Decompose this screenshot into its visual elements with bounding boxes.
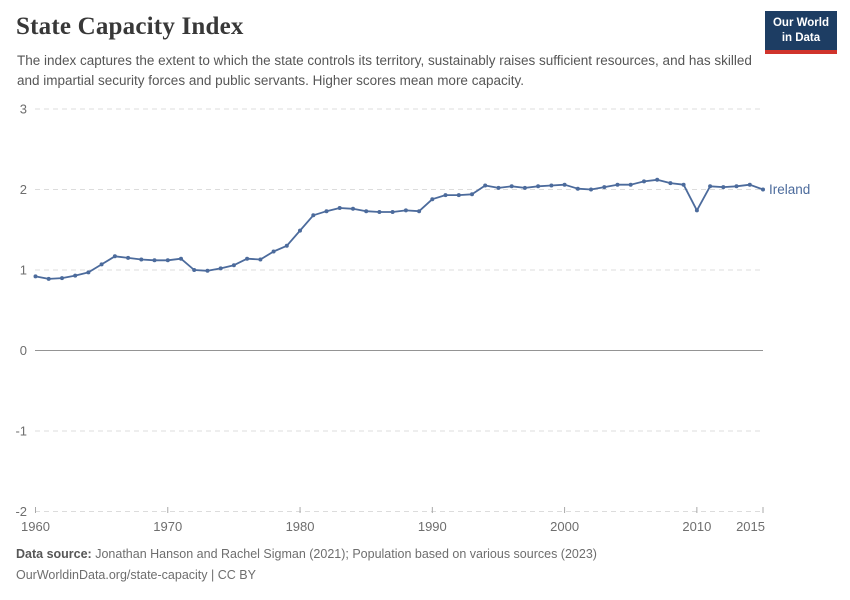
data-point[interactable] [351,206,355,211]
data-point[interactable] [126,255,131,260]
owid-logo[interactable]: Our World in Data [764,11,837,54]
data-point[interactable] [33,274,38,279]
data-point[interactable] [628,182,633,187]
data-point[interactable] [417,209,422,214]
data-point[interactable] [668,181,673,186]
data-point[interactable] [575,186,580,191]
owid-logo-line1: Our World [772,17,829,29]
data-source-text: Jonathan Hanson and Rachel Sigman (2021)… [95,547,597,561]
data-point[interactable] [324,209,329,214]
y-tick-label: -1 [15,424,27,439]
x-tick-label: 2010 [682,519,711,534]
data-point[interactable] [60,276,64,281]
data-point[interactable] [139,257,144,262]
data-point[interactable] [615,182,620,187]
data-point[interactable] [694,208,699,213]
canonical-url-link[interactable]: OurWorldinData.org/state-capacity [16,567,208,582]
chart-footer: Data source: Jonathan Hanson and Rachel … [16,544,597,585]
data-point[interactable] [642,179,646,184]
license-line: OurWorldinData.org/state-capacity | CC B… [16,565,597,586]
data-point[interactable] [655,177,660,182]
data-point[interactable] [46,276,51,281]
data-point[interactable] [364,209,369,214]
data-point[interactable] [86,270,91,275]
data-point[interactable] [284,243,289,248]
data-point[interactable] [747,182,752,187]
data-point[interactable] [496,185,501,190]
trend-line [34,178,764,280]
y-tick-label: -2 [15,504,27,519]
y-tick-label: 2 [20,182,27,197]
data-point[interactable] [298,228,302,233]
data-point[interactable] [509,184,514,189]
data-point[interactable] [73,273,78,278]
page-title: State Capacity Index [16,13,244,40]
series-end-label: Ireland [769,182,810,197]
data-point[interactable] [443,193,448,198]
data-point[interactable] [231,263,236,268]
data-point[interactable] [258,257,263,262]
data-point[interactable] [483,183,488,188]
data-point[interactable] [271,249,276,254]
x-tick-label: 1980 [286,519,315,534]
data-source-label: Data source: [16,547,92,561]
footer-separator: | [211,567,215,582]
data-point[interactable] [549,183,554,188]
data-point[interactable] [337,206,342,210]
data-point[interactable] [99,262,104,267]
data-point[interactable] [377,210,382,214]
data-point[interactable] [470,192,474,197]
data-point[interactable] [403,208,408,213]
data-point[interactable] [390,210,395,214]
license-link[interactable]: CC BY [217,567,256,582]
data-point[interactable] [522,185,527,190]
data-point[interactable] [456,193,461,198]
data-point[interactable] [536,184,541,189]
data-point[interactable] [681,182,686,187]
data-point[interactable] [734,184,739,189]
data-point[interactable] [708,184,713,189]
x-tick-label: 2000 [550,519,579,534]
x-tick-label: 1960 [21,519,50,534]
data-point[interactable] [562,182,567,187]
x-tick-label: 1990 [418,519,447,534]
y-tick-label: 1 [20,263,27,278]
chart-subtitle: The index captures the extent to which t… [17,53,752,89]
data-point[interactable] [245,256,250,261]
data-point[interactable] [192,268,197,272]
data-point[interactable] [165,258,170,263]
data-point[interactable] [112,254,117,259]
y-tick-label: 3 [20,102,27,117]
y-tick-label: 0 [20,343,27,358]
owid-logo-line2: in Data [781,31,821,44]
data-point[interactable] [179,256,183,261]
data-point[interactable] [721,185,726,190]
data-source-line: Data source: Jonathan Hanson and Rachel … [16,544,597,565]
data-point[interactable] [152,258,157,263]
data-point[interactable] [311,213,316,218]
data-point[interactable] [218,266,223,271]
data-point[interactable] [602,185,607,190]
x-tick-label: 2015 [736,519,765,534]
data-point[interactable] [205,268,210,273]
data-point[interactable] [589,187,593,192]
data-point[interactable] [430,197,435,202]
data-point[interactable] [761,187,765,192]
x-tick-label: 1970 [153,519,182,534]
